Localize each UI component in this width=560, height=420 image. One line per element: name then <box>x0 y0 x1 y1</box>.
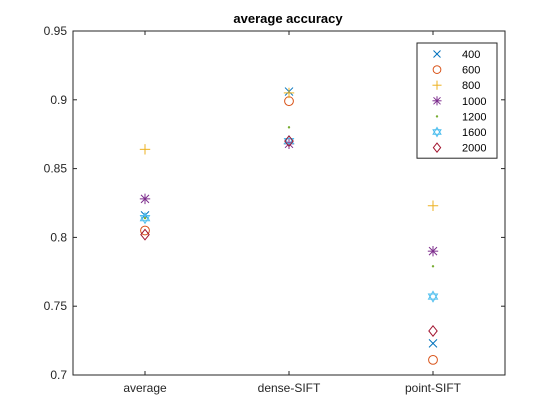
data-point-2000-dense-SIFT <box>284 135 294 148</box>
y-tick-label: 0.9 <box>50 93 67 107</box>
legend-label: 1600 <box>462 127 486 139</box>
x-tick-label: average <box>123 381 167 395</box>
legend-item-600: 600 <box>432 65 480 77</box>
legend-label: 1200 <box>462 111 486 123</box>
data-points <box>139 87 439 365</box>
data-point-1200-average <box>143 216 147 220</box>
legend-marker <box>433 50 441 58</box>
axes: 0.7 0.75 0.8 0.85 0.9 0.95 average dense-SIFT po… <box>44 24 506 395</box>
legend-item-2000: 2000 <box>432 142 486 155</box>
x-tick-label: dense-SIFT <box>258 381 321 395</box>
data-point-1000-point-SIFT <box>427 245 439 257</box>
legend-marker <box>432 126 442 138</box>
chart-title: average accuracy <box>233 11 343 26</box>
legend-label: 1000 <box>462 96 486 108</box>
legend-item-400: 400 <box>433 49 480 61</box>
legend-marker <box>435 115 439 118</box>
y-tick-label: 0.95 <box>44 24 68 38</box>
y-tick-label: 0.8 <box>50 230 67 244</box>
data-point-1600-point-SIFT <box>427 290 439 303</box>
data-point-1000-average <box>139 193 151 205</box>
legend-item-1600: 1600 <box>432 126 486 139</box>
legend-box <box>416 42 498 159</box>
data-point-600-point-SIFT <box>428 354 438 365</box>
data-point-800-dense-SIFT <box>283 87 295 99</box>
legend-label: 600 <box>462 65 480 77</box>
legend-marker <box>432 142 442 153</box>
data-point-1600-dense-SIFT <box>283 134 295 148</box>
data-point-400-point-SIFT <box>428 338 438 348</box>
legend-item-1000: 1000 <box>432 96 486 108</box>
legend-label: 400 <box>462 49 480 61</box>
legend: 400 600 800 1000 1200 1600 2000 <box>416 42 498 159</box>
legend-label: 2000 <box>462 143 486 155</box>
legend-label: 800 <box>462 80 480 92</box>
y-tick-label: 0.85 <box>44 162 68 176</box>
data-point-600-average <box>140 225 150 236</box>
data-point-1200-dense-SIFT <box>287 126 291 129</box>
data-point-800-point-SIFT <box>427 200 439 211</box>
legend-item-800: 800 <box>432 80 480 92</box>
x-tick-label: point-SIFT <box>405 381 462 395</box>
data-point-1200-point-SIFT <box>431 265 435 268</box>
y-tick-label: 0.75 <box>44 299 68 313</box>
legend-marker <box>432 65 442 74</box>
data-point-1600-average <box>139 211 151 225</box>
data-point-2000-point-SIFT <box>428 324 438 337</box>
data-point-800-average <box>139 144 151 155</box>
legend-marker <box>432 96 442 106</box>
data-point-2000-average <box>140 228 150 241</box>
y-tick-label: 0.7 <box>50 368 67 382</box>
legend-item-1200: 1200 <box>435 111 486 123</box>
legend-marker <box>432 80 442 90</box>
